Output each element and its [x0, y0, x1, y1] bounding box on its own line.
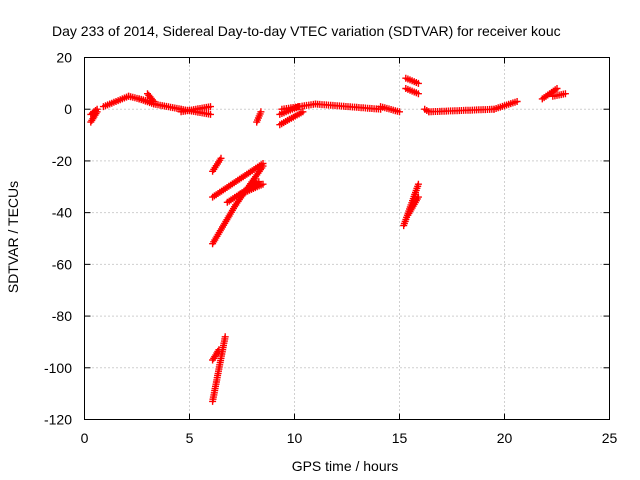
data-series-segment [209, 154, 225, 175]
data-series-segment [209, 333, 229, 405]
data-series-segment [402, 74, 422, 87]
plus-marker-run [209, 201, 240, 248]
y-tick-label: -80 [52, 308, 72, 324]
x-axis-label: GPS time / hours [292, 458, 399, 474]
x-tick-label: 0 [81, 430, 89, 446]
plus-marker-run [253, 108, 265, 126]
data-series-segment [150, 100, 185, 113]
data-series-segment [99, 92, 133, 111]
data-points [87, 74, 569, 405]
data-series-segment [404, 193, 422, 219]
plus-marker-run [209, 154, 225, 175]
y-tick-label: -100 [44, 360, 72, 376]
x-tick-labels: 0 5 10 15 20 25 [81, 430, 618, 446]
data-series-segment [87, 105, 101, 118]
data-series-segment [177, 103, 214, 116]
plus-marker-run [490, 98, 521, 113]
y-tick-label: -20 [52, 153, 72, 169]
plus-marker-run [150, 100, 185, 113]
y-tick-label: -120 [44, 412, 72, 428]
y-axis-label: SDTVAR / TECUs [5, 181, 21, 293]
data-series-segment [276, 108, 307, 129]
data-series-segment [549, 90, 569, 100]
y-tick-label: -40 [52, 205, 72, 221]
plus-marker-run [177, 103, 214, 116]
data-series-segment [253, 108, 265, 126]
x-tick-label: 5 [186, 430, 194, 446]
data-series-segment [312, 100, 385, 113]
data-series-segment [425, 105, 498, 116]
grid-lines [84, 57, 610, 420]
plus-marker-run [236, 180, 267, 198]
data-series-segment [209, 201, 240, 248]
plus-marker-run [209, 333, 229, 405]
plus-marker-run [402, 74, 422, 87]
data-series-segment [236, 180, 267, 198]
data-series-segment [209, 160, 267, 201]
data-series-segment [402, 85, 422, 98]
y-tick-label: 20 [56, 50, 72, 66]
y-tick-label: -60 [52, 256, 72, 272]
plus-marker-run [402, 85, 422, 98]
chart-title: Day 233 of 2014, Sidereal Day-to-day VTE… [52, 23, 561, 39]
plus-marker-run [404, 193, 422, 219]
data-series-segment [490, 98, 521, 113]
plus-marker-run [549, 90, 569, 100]
x-tick-label: 20 [497, 430, 513, 446]
axis-ticks [84, 57, 610, 420]
plus-marker-run [276, 108, 307, 129]
x-tick-label: 25 [602, 430, 618, 446]
y-tick-labels: 20 0 -20 -40 -60 -80 -100 -120 [44, 50, 72, 428]
plus-marker-run [421, 105, 433, 116]
data-series-segment [377, 103, 403, 116]
data-series-segment [538, 85, 561, 103]
y-tick-label: 0 [64, 101, 72, 117]
plus-marker-run [87, 105, 101, 118]
plus-marker-run [425, 105, 498, 116]
plot-frame [84, 57, 610, 420]
data-series-segment [209, 346, 223, 364]
x-tick-label: 15 [392, 430, 408, 446]
x-tick-label: 10 [287, 430, 303, 446]
plus-marker-run [209, 346, 223, 364]
plus-marker-run [538, 85, 561, 103]
plus-marker-run [377, 103, 403, 116]
plus-marker-run [99, 92, 133, 111]
plus-marker-run [209, 160, 267, 201]
data-series-segment [421, 105, 433, 116]
plus-marker-run [312, 100, 385, 113]
